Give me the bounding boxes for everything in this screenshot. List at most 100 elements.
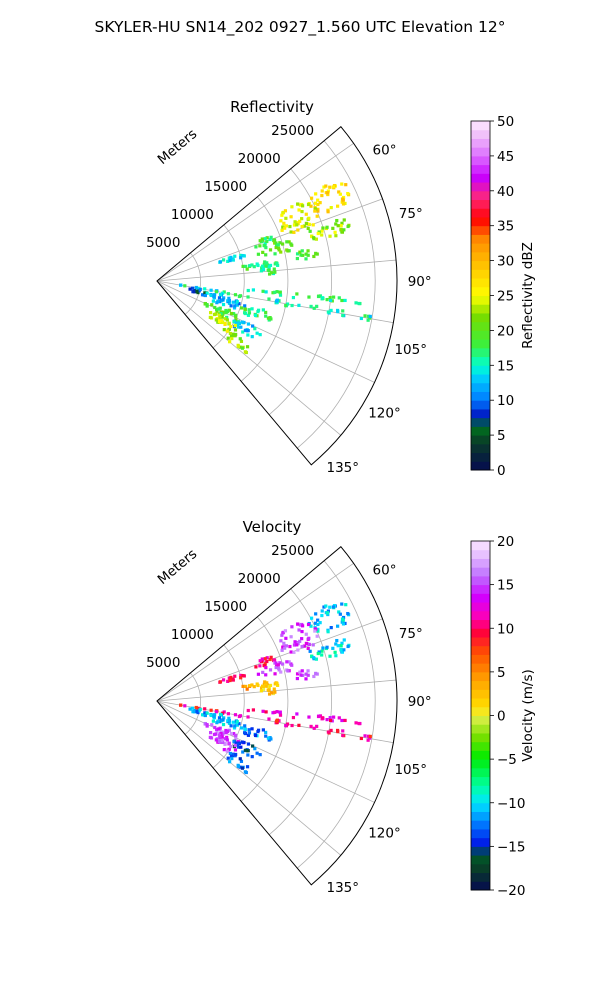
velocity-echo-gate — [237, 745, 241, 749]
velocity-echo-gate — [214, 738, 218, 742]
reflectivity-echo-gate — [307, 216, 311, 220]
reflectivity-colorbar-swatch — [471, 173, 490, 183]
reflectivity-echo-gate — [326, 189, 330, 193]
velocity-echo-gate — [311, 643, 315, 647]
reflectivity-echo-gate — [247, 308, 251, 312]
velocity-echo-gate — [304, 672, 308, 676]
reflectivity-echo-gate — [233, 323, 237, 328]
reflectivity-echo-gate — [284, 216, 288, 220]
velocity-echo-gate — [262, 663, 266, 668]
velocity-echo-gate — [231, 677, 235, 682]
reflectivity-echo-gate — [281, 210, 285, 215]
velocity-echo-gate — [328, 716, 332, 720]
velocity-echo-gate — [320, 653, 324, 657]
velocity-echo-region — [203, 711, 247, 730]
reflectivity-echo-gate — [329, 308, 333, 313]
velocity-echo-gate — [261, 709, 265, 713]
velocity-echo-gate — [272, 687, 276, 691]
reflectivity-echo-gate — [312, 254, 316, 259]
reflectivity-echo-gate — [228, 331, 232, 336]
reflectivity-echo-gate — [240, 346, 245, 350]
velocity-echo-gate — [203, 707, 207, 711]
reflectivity-echo-gate — [246, 313, 251, 317]
velocity-echo-gate — [275, 710, 279, 714]
velocity-echo-gate — [320, 613, 324, 618]
velocity-echo-gate — [309, 624, 313, 628]
reflectivity-colorbar-swatch — [471, 147, 490, 157]
reflectivity-echo-gate — [312, 236, 316, 240]
reflectivity-echo-gate — [227, 298, 232, 303]
velocity-echo-gate — [316, 629, 320, 633]
velocity-echo-gate — [250, 683, 254, 687]
reflectivity-echo-gate — [318, 294, 323, 298]
velocity-echo-gate — [226, 719, 230, 723]
reflectivity-colorbar-swatch — [471, 243, 490, 253]
velocity-echo-gate — [308, 649, 312, 653]
reflectivity-echo-gate — [275, 261, 279, 265]
reflectivity-echo-gate — [359, 316, 363, 321]
reflectivity-echo-gate — [224, 308, 228, 313]
reflectivity-echo-gate — [267, 266, 271, 270]
velocity-echo-gate — [314, 612, 318, 616]
reflectivity-echo-gate — [293, 220, 297, 224]
reflectivity-echo-gate — [300, 217, 304, 221]
velocity-echo-gate — [213, 725, 217, 730]
reflectivity-echo-gate — [363, 314, 367, 318]
reflectivity-echo-gate — [253, 313, 258, 318]
reflectivity-azimuth-tick-label: 60° — [373, 143, 397, 159]
velocity-echo-gate — [336, 644, 340, 648]
velocity-echo-gate — [286, 669, 290, 673]
velocity-echo-gate — [218, 720, 222, 724]
reflectivity-echo-gate — [302, 224, 306, 228]
reflectivity-echo-gate — [314, 251, 318, 256]
velocity-colorbar-swatch — [471, 715, 490, 725]
reflectivity-echo-gate — [354, 301, 358, 305]
velocity-echo-region — [295, 669, 319, 681]
velocity-echo-gate — [260, 686, 264, 690]
velocity-echo-gate — [339, 648, 343, 652]
reflectivity-echo-gate — [292, 223, 297, 227]
velocity-echo-gate — [179, 703, 183, 707]
reflectivity-echo-gate — [214, 318, 218, 322]
velocity-echo-gate — [254, 665, 258, 669]
velocity-echo-gate — [243, 748, 247, 752]
velocity-echo-gate — [203, 713, 207, 718]
velocity-colorbar-tick-label: 5 — [497, 665, 506, 681]
velocity-echo-gate — [258, 753, 262, 757]
reflectivity-echo-region — [203, 291, 247, 310]
reflectivity-azimuth-gridline — [156, 280, 375, 383]
reflectivity-echo-gate — [316, 294, 321, 299]
velocity-colorbar-swatch — [471, 628, 490, 638]
velocity-echo-region — [188, 706, 209, 717]
reflectivity-echo-gate — [329, 206, 333, 210]
velocity-echo-gate — [217, 739, 221, 744]
velocity-echo-gate — [331, 646, 335, 650]
velocity-echo-gate — [334, 654, 338, 658]
reflectivity-echo-gate — [228, 340, 232, 344]
velocity-colorbar-swatch — [471, 698, 490, 708]
velocity-echo-gate — [302, 644, 306, 648]
velocity-echo-gate — [215, 721, 219, 725]
reflectivity-echo-gate — [235, 323, 240, 327]
reflectivity-echo-gate — [213, 305, 217, 310]
reflectivity-echo-gate — [288, 224, 292, 229]
reflectivity-echo-gate — [261, 308, 265, 312]
velocity-echo-gate — [227, 716, 231, 720]
velocity-echo-gate — [243, 731, 247, 735]
velocity-echo-gate — [332, 715, 336, 719]
velocity-colorbar-swatch — [471, 706, 490, 716]
velocity-echo-gate — [200, 713, 205, 717]
velocity-range-tick-label: 20000 — [238, 571, 281, 587]
reflectivity-colorbar-tick-label: 35 — [497, 219, 514, 235]
reflectivity-echo-gate — [311, 223, 315, 227]
velocity-echo-gate — [234, 741, 238, 745]
velocity-echo-gate — [326, 611, 330, 615]
reflectivity-echo-gate — [231, 300, 235, 304]
velocity-echo-gate — [346, 611, 350, 616]
velocity-echo-gate — [325, 718, 329, 722]
velocity-colorbar-swatch — [471, 689, 490, 699]
reflectivity-echo-gate — [235, 303, 239, 307]
velocity-echo-gate — [219, 730, 223, 734]
reflectivity-echo-gate — [331, 226, 335, 230]
reflectivity-title: Reflectivity — [230, 98, 314, 116]
